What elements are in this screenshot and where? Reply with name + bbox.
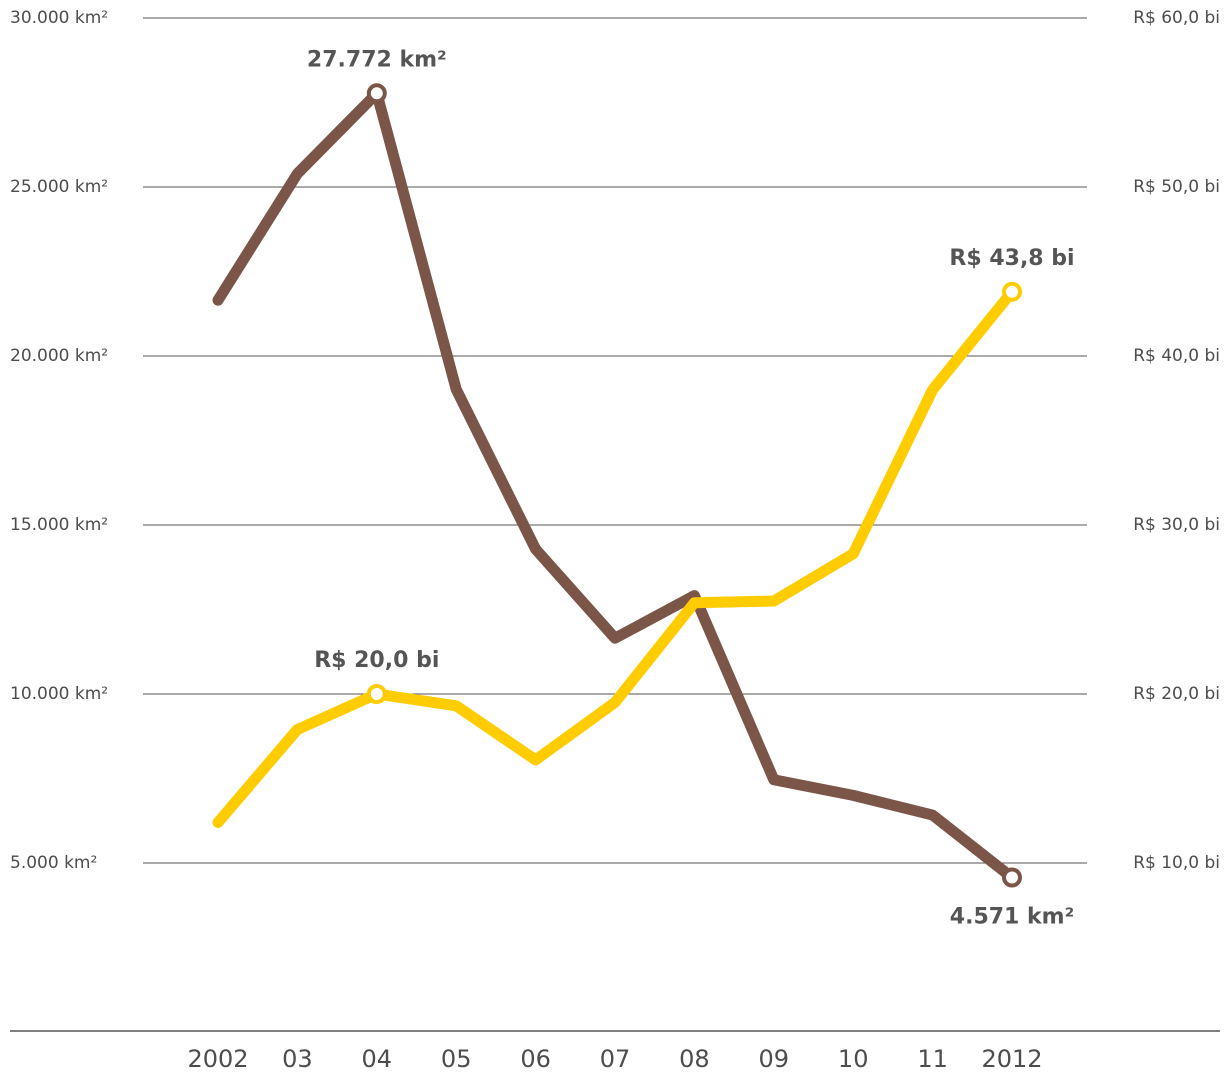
- y2-tick-label: R$ 60,0 bi: [1133, 8, 1220, 28]
- data-label: R$ 20,0 bi: [314, 648, 439, 673]
- y-tick-label: 10.000 km²: [10, 684, 108, 704]
- x-tick-label: 08: [679, 1045, 710, 1073]
- x-tick-label: 09: [759, 1045, 790, 1073]
- point-marker: [366, 684, 387, 704]
- y2-tick-label: R$ 40,0 bi: [1133, 346, 1220, 366]
- point-marker: [1002, 281, 1022, 302]
- x-tick-label: 06: [520, 1045, 551, 1073]
- x-tick-label: 11: [917, 1045, 948, 1073]
- x-tick-label: 05: [441, 1045, 472, 1073]
- y2-tick-label: R$ 20,0 bi: [1133, 684, 1220, 704]
- x-tick-label: 10: [838, 1045, 869, 1073]
- x-tick-label: 2002: [187, 1045, 248, 1073]
- y-tick-label: 30.000 km²: [10, 8, 108, 28]
- data-label: 4.571 km²: [950, 905, 1074, 930]
- y-tick-label: 20.000 km²: [10, 346, 108, 366]
- point-marker: [366, 83, 387, 104]
- point-marker: [1002, 867, 1022, 888]
- line-series: [212, 286, 1018, 828]
- y2-tick-label: R$ 10,0 bi: [1133, 853, 1220, 873]
- data-label: 27.772 km²: [307, 47, 447, 72]
- x-tick-label: 07: [600, 1045, 631, 1073]
- line-series: [212, 87, 1018, 883]
- y-tick-label: 5.000 km²: [10, 853, 97, 873]
- x-tick-label: 04: [362, 1045, 393, 1073]
- y2-tick-label: R$ 30,0 bi: [1133, 515, 1220, 535]
- y-tick-label: 25.000 km²: [10, 177, 108, 197]
- x-tick-label: 03: [282, 1045, 313, 1073]
- x-tick-label: 2012: [981, 1045, 1042, 1073]
- data-label: R$ 43,8 bi: [949, 246, 1074, 271]
- y2-tick-label: R$ 50,0 bi: [1133, 177, 1220, 197]
- y-tick-label: 15.000 km²: [10, 515, 108, 535]
